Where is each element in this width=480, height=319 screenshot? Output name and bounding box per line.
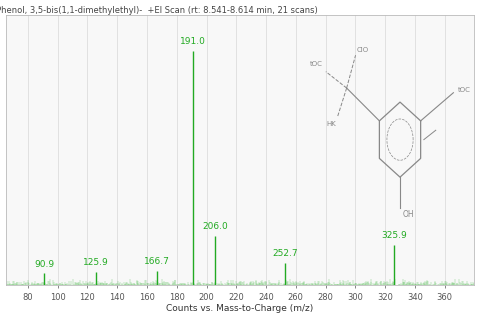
Text: ClO: ClO <box>357 47 369 53</box>
Text: 125.9: 125.9 <box>84 258 109 267</box>
Text: 206.0: 206.0 <box>203 222 228 231</box>
Text: tOC: tOC <box>310 61 323 67</box>
Text: 252.7: 252.7 <box>272 249 298 258</box>
Text: Phenol, 3,5-bis(1,1-dimethylethyl)-  +EI Scan (rt: 8.541-8.614 min, 21 scans): Phenol, 3,5-bis(1,1-dimethylethyl)- +EI … <box>0 5 318 15</box>
X-axis label: Counts vs. Mass-to-Charge (m/z): Counts vs. Mass-to-Charge (m/z) <box>167 304 313 314</box>
Text: HK: HK <box>326 121 336 127</box>
Text: 90.9: 90.9 <box>34 260 54 269</box>
Text: 166.7: 166.7 <box>144 257 170 266</box>
Text: 325.9: 325.9 <box>381 232 407 241</box>
Text: 191.0: 191.0 <box>180 37 206 46</box>
Text: OH: OH <box>403 210 415 219</box>
Text: tOC: tOC <box>458 87 471 93</box>
